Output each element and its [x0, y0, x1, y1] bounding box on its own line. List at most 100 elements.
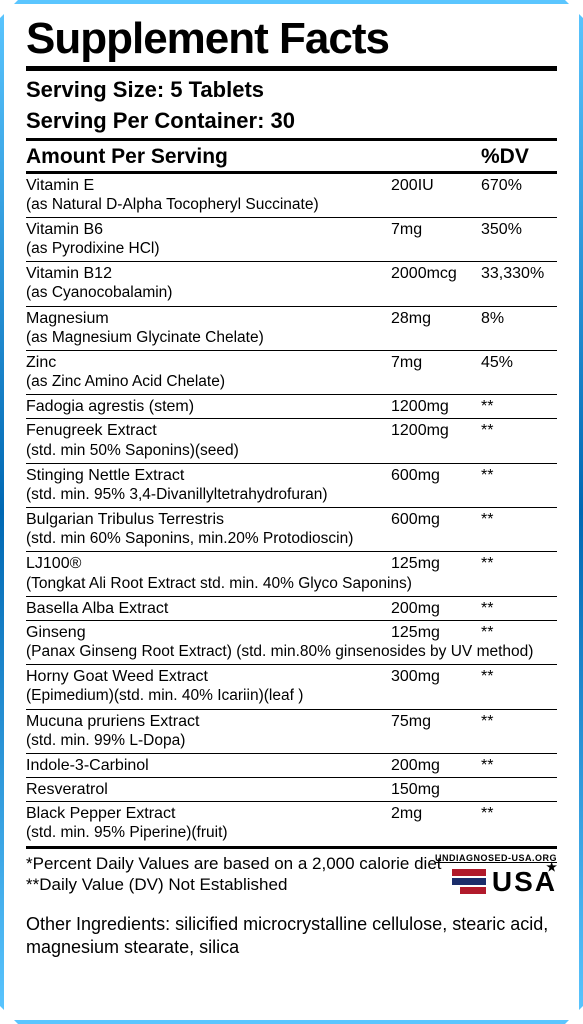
- ingredient-amount: 1200mg: [391, 397, 481, 416]
- star-icon: ★: [546, 860, 559, 875]
- ingredient-main-row: Vitamin B122000mcg33,330%: [26, 264, 557, 283]
- ingredient-main-row: Bulgarian Tribulus Terrestris600mg**: [26, 510, 557, 529]
- servings-per-value: 30: [271, 108, 295, 133]
- ingredient-row: Resveratrol150mg: [26, 777, 557, 801]
- ingredient-row: Vitamin B122000mcg33,330% (as Cyanocobal…: [26, 261, 557, 305]
- servings-per-container: Serving Per Container: 30: [26, 108, 557, 133]
- ingredient-main-row: Vitamin E200IU670%: [26, 176, 557, 195]
- ingredient-main-row: Basella Alba Extract200mg**: [26, 599, 557, 618]
- ingredient-row: Basella Alba Extract200mg**: [26, 596, 557, 620]
- ingredient-amount: 200mg: [391, 599, 481, 618]
- ingredient-amount: 7mg: [391, 353, 481, 372]
- ingredient-subtext: (as Cyanocobalamin): [26, 283, 557, 303]
- ingredient-amount: 150mg: [391, 780, 481, 799]
- ingredient-dv: 8%: [481, 309, 557, 328]
- ingredient-amount: 28mg: [391, 309, 481, 328]
- ingredient-dv: **: [481, 510, 557, 529]
- footnotes: *Percent Daily Values are based on a 2,0…: [26, 853, 557, 896]
- ingredient-amount: 1200mg: [391, 421, 481, 440]
- ingredient-amount: 600mg: [391, 466, 481, 485]
- ingredient-name: Black Pepper Extract: [26, 804, 391, 823]
- rule-thick-top: [26, 66, 557, 71]
- ingredient-subtext: (Epimedium)(std. min. 40% Icariin)(leaf …: [26, 686, 557, 706]
- badge-row: USA ★: [452, 864, 557, 899]
- servings-per-label: Serving Per Container:: [26, 108, 264, 133]
- ingredient-main-row: Vitamin B67mg350%: [26, 220, 557, 239]
- table-header-row: Amount Per Serving %DV: [26, 145, 557, 171]
- ingredient-dv: **: [481, 623, 557, 642]
- content-area: Supplement Facts Serving Size: 5 Tablets…: [26, 14, 557, 1010]
- ingredient-subtext: (std. min. 99% L-Dopa): [26, 731, 557, 751]
- ingredient-amount: 7mg: [391, 220, 481, 239]
- ingredient-row: Black Pepper Extract2mg**(std. min. 95% …: [26, 801, 557, 845]
- ingredient-subtext: (as Pyrodixine HCl): [26, 239, 557, 259]
- ingredient-row: Vitamin B67mg350%(as Pyrodixine HCl): [26, 217, 557, 261]
- other-ingredients-label: Other Ingredients:: [26, 914, 170, 934]
- ingredient-main-row: Fenugreek Extract1200mg**: [26, 421, 557, 440]
- ingredient-subtext: (Panax Ginseng Root Extract) (std. min.8…: [26, 642, 557, 662]
- ingredient-amount: 600mg: [391, 510, 481, 529]
- ingredient-name: Resveratrol: [26, 780, 391, 799]
- ingredient-name: Fenugreek Extract: [26, 421, 391, 440]
- ingredient-row: Stinging Nettle Extract600mg**(std. min.…: [26, 463, 557, 507]
- ingredient-name: Fadogia agrestis (stem): [26, 397, 391, 416]
- serving-size-label: Serving Size:: [26, 77, 164, 102]
- rule-med-bottom: [26, 846, 557, 849]
- flag-bars-icon: [452, 869, 486, 894]
- ingredient-name: Basella Alba Extract: [26, 599, 391, 618]
- ingredient-dv: **: [481, 466, 557, 485]
- ingredient-name: Mucuna pruriens Extract: [26, 712, 391, 731]
- ingredient-main-row: Magnesium28mg8%: [26, 309, 557, 328]
- ingredient-main-row: Zinc7mg45%: [26, 353, 557, 372]
- ingredient-main-row: Stinging Nettle Extract600mg**: [26, 466, 557, 485]
- ingredient-subtext: (std. min. 95% Piperine)(fruit): [26, 823, 557, 843]
- ingredient-subtext: (std. min 60% Saponins, min.20% Protodio…: [26, 529, 557, 549]
- ingredient-row: Bulgarian Tribulus Terrestris600mg**(std…: [26, 507, 557, 551]
- ingredient-name: Vitamin B12: [26, 264, 391, 283]
- ingredient-row: Fenugreek Extract1200mg**(std. min 50% S…: [26, 418, 557, 462]
- badge-usa-text: USA ★: [492, 864, 557, 899]
- ingredient-dv: **: [481, 397, 557, 416]
- ingredient-main-row: Fadogia agrestis (stem)1200mg**: [26, 397, 557, 416]
- ingredient-main-row: Mucuna pruriens Extract75mg**: [26, 712, 557, 731]
- ingredient-main-row: Black Pepper Extract2mg**: [26, 804, 557, 823]
- ingredient-name: Ginseng: [26, 623, 391, 642]
- ingredient-row: Indole-3-Carbinol200mg**: [26, 753, 557, 777]
- ingredient-main-row: Indole-3-Carbinol200mg**: [26, 756, 557, 775]
- serving-size: Serving Size: 5 Tablets: [26, 77, 557, 102]
- ingredient-dv: **: [481, 756, 557, 775]
- ingredient-subtext: (as Magnesium Glycinate Chelate): [26, 328, 557, 348]
- ingredient-name: Vitamin E: [26, 176, 391, 195]
- badge-url: UNDIAGNOSED-USA.ORG: [435, 853, 557, 864]
- ingredient-dv: 45%: [481, 353, 557, 372]
- supplement-facts-panel: Supplement Facts Serving Size: 5 Tablets…: [0, 0, 583, 1024]
- ingredient-row: Mucuna pruriens Extract75mg**(std. min. …: [26, 709, 557, 753]
- ingredient-dv: **: [481, 712, 557, 731]
- ingredient-amount: 75mg: [391, 712, 481, 731]
- ingredient-subtext: (std. min. 95% 3,4-Divanillyltetrahydrof…: [26, 485, 557, 505]
- ingredient-main-row: Horny Goat Weed Extract300mg**: [26, 667, 557, 686]
- ingredient-name: LJ100®: [26, 554, 391, 573]
- ingredient-dv: [481, 780, 557, 799]
- ingredient-amount: 125mg: [391, 623, 481, 642]
- ingredient-subtext: (Tongkat Ali Root Extract std. min. 40% …: [26, 574, 557, 594]
- ingredient-main-row: Ginseng125mg**: [26, 623, 557, 642]
- panel-title: Supplement Facts: [26, 14, 557, 64]
- ingredient-amount: 200IU: [391, 176, 481, 195]
- header-amount-spacer: [391, 145, 481, 169]
- ingredient-name: Magnesium: [26, 309, 391, 328]
- ingredient-row: Horny Goat Weed Extract300mg**(Epimedium…: [26, 664, 557, 708]
- ingredient-dv: **: [481, 599, 557, 618]
- ingredient-amount: 2mg: [391, 804, 481, 823]
- ingredient-main-row: LJ100®125mg**: [26, 554, 557, 573]
- ingredient-dv: **: [481, 804, 557, 823]
- ingredient-dv: **: [481, 667, 557, 686]
- ingredient-dv: **: [481, 421, 557, 440]
- ingredient-name: Indole-3-Carbinol: [26, 756, 391, 775]
- ingredient-row: Vitamin E200IU670%(as Natural D-Alpha To…: [26, 174, 557, 217]
- ingredient-row: Zinc7mg45%(as Zinc Amino Acid Chelate): [26, 350, 557, 394]
- rule-med-serving: [26, 138, 557, 141]
- ingredient-name: Zinc: [26, 353, 391, 372]
- ingredients-list: Vitamin E200IU670%(as Natural D-Alpha To…: [26, 174, 557, 846]
- ingredient-dv: 350%: [481, 220, 557, 239]
